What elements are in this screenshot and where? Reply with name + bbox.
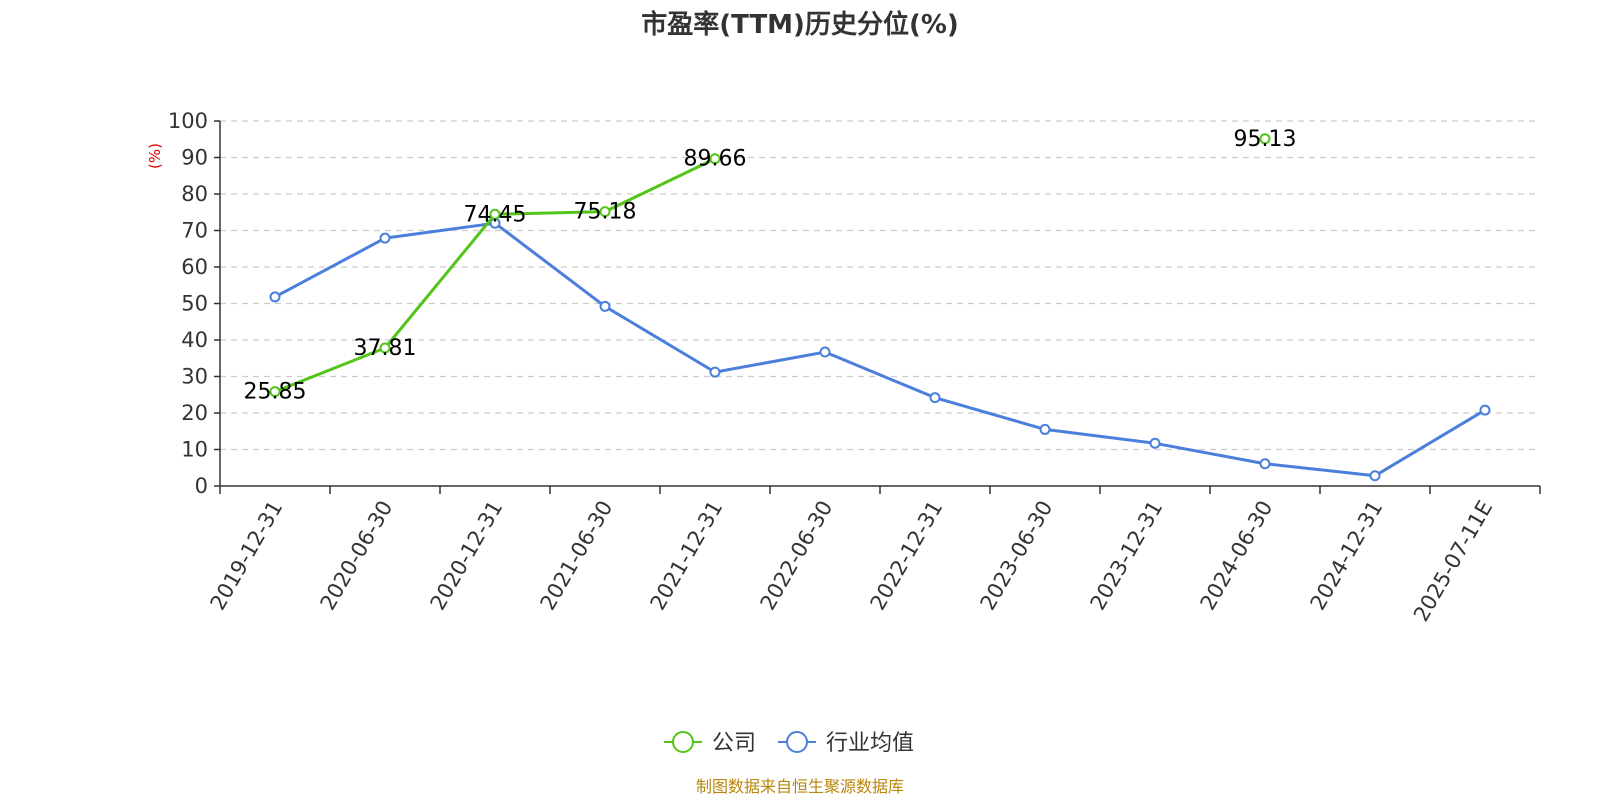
y-tick-label: 30 — [181, 365, 208, 389]
series-layer — [269, 133, 1491, 482]
data-point[interactable] — [709, 366, 721, 378]
y-tick-label: 50 — [181, 292, 208, 316]
y-tick-label: 60 — [181, 255, 208, 279]
x-tick-label: 2020-06-30 — [316, 497, 398, 615]
x-tick-label: 2019-12-31 — [206, 497, 288, 615]
series-line — [274, 221, 1486, 478]
data-label: 37.81 — [354, 336, 417, 361]
x-tick-label: 2021-06-30 — [536, 497, 618, 615]
series-0 — [269, 133, 1271, 398]
data-label: 89.66 — [684, 147, 747, 172]
chart-title: 市盈率(TTM)历史分位(%) — [641, 9, 959, 40]
x-tick-label: 2024-12-31 — [1306, 497, 1388, 615]
data-point[interactable] — [379, 342, 391, 354]
data-point[interactable] — [929, 392, 941, 404]
y-tick-label: 80 — [181, 182, 208, 206]
y-tick-label: 40 — [181, 328, 208, 352]
legend-item[interactable]: 公司 — [664, 731, 756, 756]
data-point[interactable] — [599, 300, 611, 312]
legend-label: 公司 — [712, 731, 756, 756]
data-point[interactable] — [269, 291, 281, 303]
data-point[interactable] — [1369, 470, 1381, 482]
data-point[interactable] — [269, 386, 281, 398]
data-label: 95.13 — [1234, 127, 1297, 152]
x-tick-label: 2022-06-30 — [756, 497, 838, 615]
data-point[interactable] — [819, 346, 831, 358]
legend[interactable]: 公司 行业均值 — [664, 731, 914, 756]
x-tick-label: 2024-06-30 — [1196, 497, 1278, 615]
y-axis-unit-label: (%) — [146, 143, 164, 169]
data-label: 75.18 — [574, 200, 637, 225]
legend-circle-icon — [786, 731, 808, 753]
data-point[interactable] — [379, 232, 391, 244]
data-point[interactable] — [489, 208, 501, 220]
source-note: 制图数据来自恒生聚源数据库 — [696, 777, 904, 796]
x-tick-label: 2022-12-31 — [866, 497, 948, 615]
y-tick-label: 90 — [181, 146, 208, 170]
legend-label: 行业均值 — [826, 731, 914, 756]
gridlines — [220, 120, 1540, 451]
data-point[interactable] — [1149, 437, 1161, 449]
data-label: 74.45 — [464, 202, 527, 227]
data-point[interactable] — [1259, 133, 1271, 145]
data-point[interactable] — [1259, 458, 1271, 470]
x-tick-label: 2025-07-11E — [1409, 497, 1497, 626]
data-point[interactable] — [1479, 404, 1491, 416]
series-1 — [269, 217, 1491, 482]
data-point[interactable] — [1039, 423, 1051, 435]
x-axis-ticks: 2019-12-31 2020-06-30 2020-12-31 2021-06-30… — [206, 486, 1541, 626]
y-tick-label: 100 — [168, 109, 208, 133]
data-label: 25.85 — [244, 380, 307, 405]
y-tick-label: 0 — [195, 474, 208, 498]
data-labels: 25.85 37.81 74.45 75.18 89.66 95.13 — [244, 127, 1297, 405]
data-point[interactable] — [709, 153, 721, 165]
y-tick-label: 10 — [181, 438, 208, 462]
legend-circle-icon — [672, 731, 694, 753]
x-tick-label: 2020-12-31 — [426, 497, 508, 615]
y-tick-label: 70 — [181, 219, 208, 243]
x-tick-label: 2021-12-31 — [646, 497, 728, 615]
x-tick-label: 2023-06-30 — [976, 497, 1058, 615]
legend-item[interactable]: 行业均值 — [778, 731, 914, 756]
x-tick-label: 2023-12-31 — [1086, 497, 1168, 615]
y-tick-label: 20 — [181, 401, 208, 425]
data-point[interactable] — [599, 206, 611, 218]
y-axis-ticks: 0 10 20 30 40 50 60 70 80 90 100 — [168, 109, 220, 498]
